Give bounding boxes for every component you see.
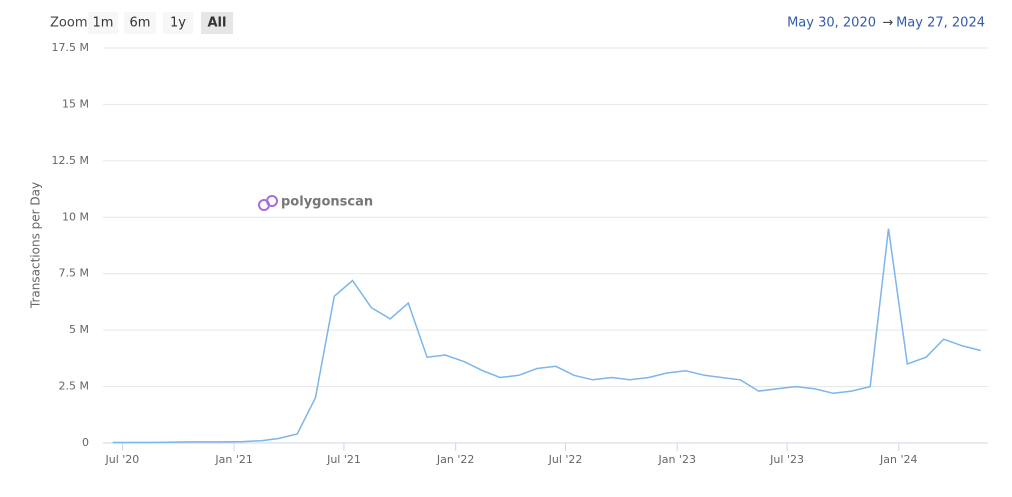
range-arrow: → bbox=[883, 16, 894, 31]
zoom-button-label[interactable]: 6m bbox=[130, 16, 151, 31]
y-axis-title: Transactions per Day bbox=[29, 182, 43, 309]
y-tick-label: 2.5 M bbox=[59, 380, 89, 393]
x-tick-label: Jul '20 bbox=[105, 453, 140, 466]
zoom-button[interactable] bbox=[88, 12, 118, 34]
x-tick-label: Jan '22 bbox=[436, 453, 474, 466]
x-tick-label: Jul '21 bbox=[326, 453, 361, 466]
watermark-text: polygonscan bbox=[281, 195, 373, 210]
x-tick-label: Jul '22 bbox=[548, 453, 583, 466]
zoom-button-label[interactable]: 1y bbox=[170, 16, 186, 31]
y-tick-label: 10 M bbox=[62, 210, 89, 223]
y-tick-label: 7.5 M bbox=[59, 267, 89, 280]
zoom-button[interactable] bbox=[124, 12, 156, 34]
x-tick-label: Jan '21 bbox=[214, 453, 252, 466]
zoom-button-label[interactable]: All bbox=[208, 16, 227, 31]
watermark: polygonscan bbox=[258, 195, 373, 211]
zoom-button[interactable] bbox=[201, 12, 233, 34]
series-line bbox=[112, 228, 981, 444]
y-tick-label: 0 bbox=[82, 436, 89, 449]
y-tick-label: 12.5 M bbox=[52, 154, 89, 167]
range-end[interactable]: May 27, 2024 bbox=[896, 16, 985, 31]
range-start[interactable]: May 30, 2020 bbox=[787, 16, 876, 31]
x-tick-label: Jan '24 bbox=[879, 453, 917, 466]
zoom-button-label[interactable]: 1m bbox=[93, 16, 114, 31]
x-tick-label: Jul '23 bbox=[769, 453, 804, 466]
zoom-button[interactable] bbox=[163, 12, 193, 34]
y-tick-label: 17.5 M bbox=[52, 41, 89, 54]
zoom-label: Zoom bbox=[50, 16, 87, 31]
x-tick-label: Jan '23 bbox=[657, 453, 695, 466]
y-tick-label: 5 M bbox=[69, 323, 89, 336]
y-tick-label: 15 M bbox=[62, 97, 89, 110]
